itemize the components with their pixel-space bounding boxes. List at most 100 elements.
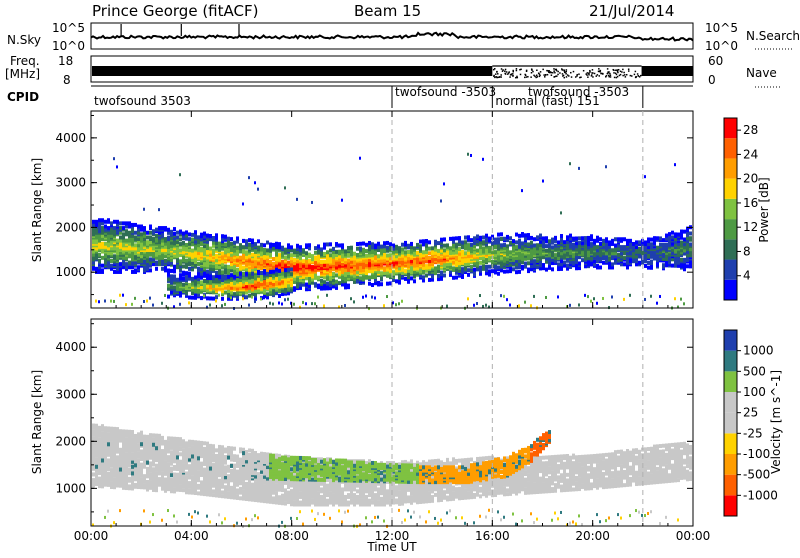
- power-cell: [236, 268, 239, 272]
- velocity-cell: [110, 457, 113, 461]
- velocity-cell: [104, 443, 107, 447]
- power-cell: [425, 239, 428, 243]
- power-noise: [584, 294, 586, 297]
- power-cell: [500, 232, 503, 236]
- power-cell: [155, 267, 158, 271]
- power-cell: [623, 245, 626, 249]
- power-noise: [644, 298, 646, 301]
- power-cell: [245, 295, 248, 299]
- power-noise: [242, 297, 244, 300]
- power-cell: [218, 242, 221, 246]
- power-cell: [176, 231, 179, 235]
- nave-dot: [628, 70, 630, 72]
- power-cell: [95, 220, 98, 224]
- velocity-cell: [125, 473, 128, 477]
- velocity-cell: [149, 453, 152, 457]
- power-cell: [185, 275, 188, 279]
- power-cell: [308, 253, 311, 257]
- power-cell: [383, 266, 386, 270]
- power-cell: [263, 280, 266, 284]
- power-cell: [347, 284, 350, 288]
- velocity-cell: [92, 453, 95, 457]
- nave-dot: [506, 71, 508, 73]
- velocity-cell: [140, 449, 143, 453]
- power-cell: [248, 294, 251, 298]
- velocity-cell: [146, 447, 149, 451]
- power-cell: [233, 275, 236, 279]
- velocity-cell: [146, 480, 149, 484]
- power-cell: [287, 243, 290, 247]
- nave-dot: [526, 71, 528, 73]
- power-cell: [116, 220, 119, 224]
- power-cell: [323, 252, 326, 256]
- power-cell: [467, 268, 470, 272]
- power-cell: [185, 230, 188, 234]
- freq-panel: Freq. [MHz] 18 8 60 0 Nave: [5, 54, 780, 87]
- power-cell: [152, 229, 155, 233]
- power-cell: [551, 238, 554, 242]
- velocity-cell: [95, 458, 98, 462]
- power-cell: [347, 259, 350, 263]
- velocity-cell: [110, 464, 113, 468]
- nave-tick-high: 60: [708, 54, 723, 68]
- power-cell: [224, 275, 227, 279]
- nave-dot: [588, 73, 590, 75]
- power-cell: [386, 241, 389, 245]
- nave-dot: [576, 75, 578, 77]
- power-cell: [167, 295, 170, 299]
- power-cell: [485, 265, 488, 269]
- power-cell: [680, 258, 683, 262]
- power-noise: [401, 300, 403, 303]
- power-cell: [395, 245, 398, 249]
- nave-dot: [607, 68, 609, 70]
- power-cell: [518, 234, 521, 238]
- velocity-noise: [113, 521, 115, 524]
- power-cell: [335, 242, 338, 246]
- power-cell: [98, 218, 101, 222]
- power-cell: [284, 268, 287, 272]
- velocity-cell: [140, 431, 143, 435]
- power-cell: [188, 296, 191, 300]
- nave-dot: [513, 71, 515, 73]
- power-noise: [644, 175, 646, 178]
- nave-dot: [617, 76, 619, 78]
- power-noise: [95, 300, 97, 303]
- power-cell: [386, 253, 389, 257]
- power-cell: [548, 239, 551, 243]
- power-cell: [437, 241, 440, 245]
- power-cell: [455, 236, 458, 240]
- power-cell: [173, 227, 176, 231]
- velocity-cell: [143, 484, 146, 488]
- power-noise: [317, 296, 319, 299]
- power-cell: [305, 283, 308, 287]
- power-cell: [302, 248, 305, 252]
- velocity-noise: [152, 513, 154, 516]
- power-cell: [377, 254, 380, 258]
- power-cell: [689, 236, 692, 240]
- power-noise: [224, 303, 226, 306]
- power-cell: [200, 247, 203, 251]
- power-cell: [98, 259, 101, 263]
- power-cell: [635, 240, 638, 244]
- power-cell: [242, 272, 245, 276]
- power-cell: [290, 245, 293, 249]
- power-cell: [512, 239, 515, 243]
- nave-dot: [613, 70, 615, 72]
- nave-dot: [602, 73, 604, 75]
- velocity-cell: [140, 442, 143, 446]
- power-noise: [311, 201, 313, 204]
- power-cell: [179, 242, 182, 246]
- power-cell: [686, 264, 689, 268]
- colorbar-swatch: [724, 199, 737, 219]
- power-cell: [167, 236, 170, 240]
- power-noise: [146, 299, 148, 302]
- nave-dot: [587, 76, 589, 78]
- nave-dot: [609, 73, 611, 75]
- velocity-cell: [146, 435, 149, 439]
- power-cell: [119, 235, 122, 239]
- power-noise: [560, 211, 562, 214]
- velocity-cell: [152, 453, 155, 457]
- y-tick-label: 2000: [55, 220, 86, 234]
- power-cell: [146, 231, 149, 235]
- power-cell: [272, 243, 275, 247]
